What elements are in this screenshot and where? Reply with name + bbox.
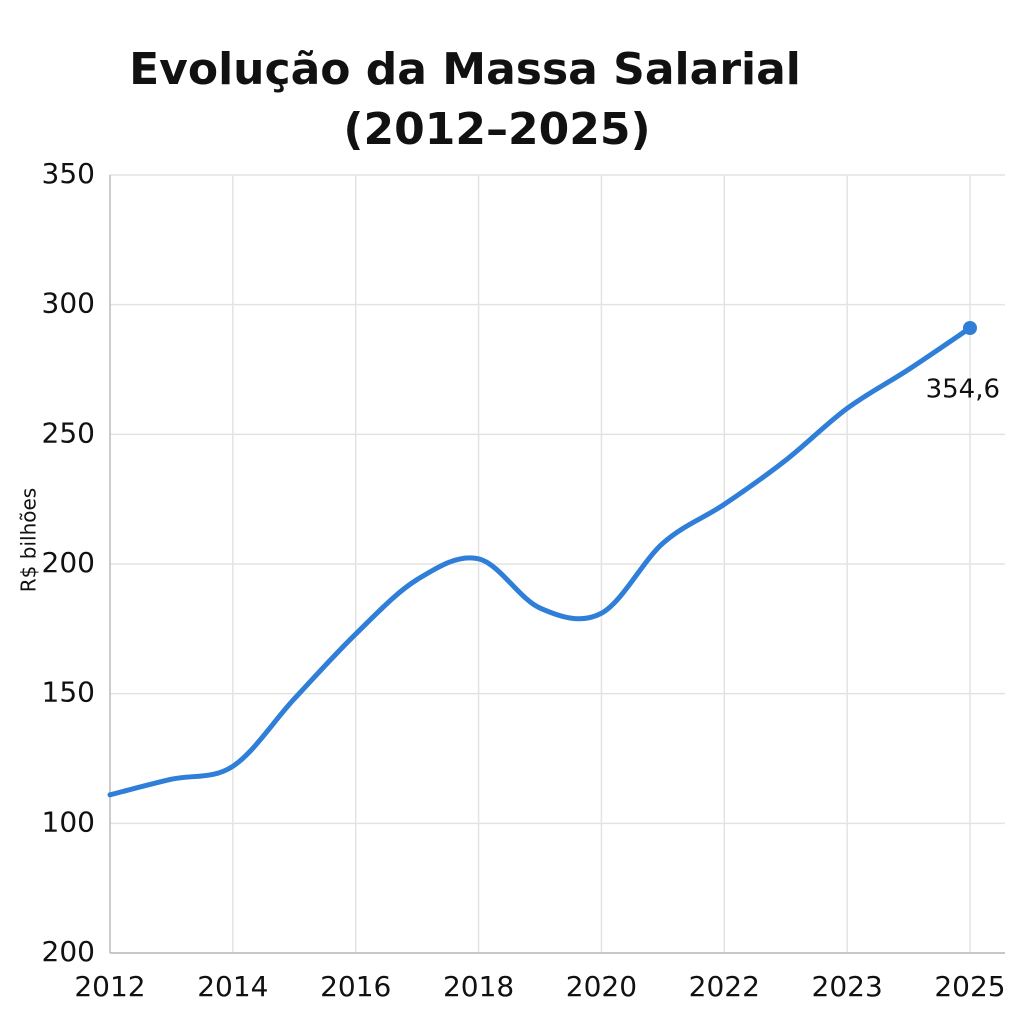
- chart-title: (2012–2025): [343, 104, 650, 155]
- y-tick-label: 200: [42, 935, 95, 968]
- y-axis-label: R$ bilhões: [17, 488, 41, 592]
- y-tick-label: 200: [42, 546, 95, 579]
- x-tick-label: 2014: [197, 970, 268, 1003]
- y-tick-label: 150: [42, 676, 95, 709]
- x-tick-label: 2012: [74, 970, 145, 1003]
- x-tick-label: 2016: [320, 970, 391, 1003]
- y-tick-label: 350: [42, 157, 95, 190]
- chart-title: Evolução da Massa Salarial: [129, 44, 801, 95]
- y-tick-label: 250: [42, 416, 95, 449]
- line: [107, 325, 973, 798]
- annotation: 354,6: [926, 375, 1000, 405]
- x-tick-label: 2020: [566, 970, 637, 1003]
- end-point: [963, 321, 977, 336]
- x-tick-label: 2022: [689, 970, 760, 1003]
- y-tick-label: 300: [42, 287, 95, 320]
- x-tick-label: 2023: [812, 970, 883, 1003]
- y-tick-label: 100: [42, 805, 95, 838]
- x-tick-label: 2025: [934, 970, 1005, 1003]
- x-tick-label: 2018: [443, 970, 514, 1003]
